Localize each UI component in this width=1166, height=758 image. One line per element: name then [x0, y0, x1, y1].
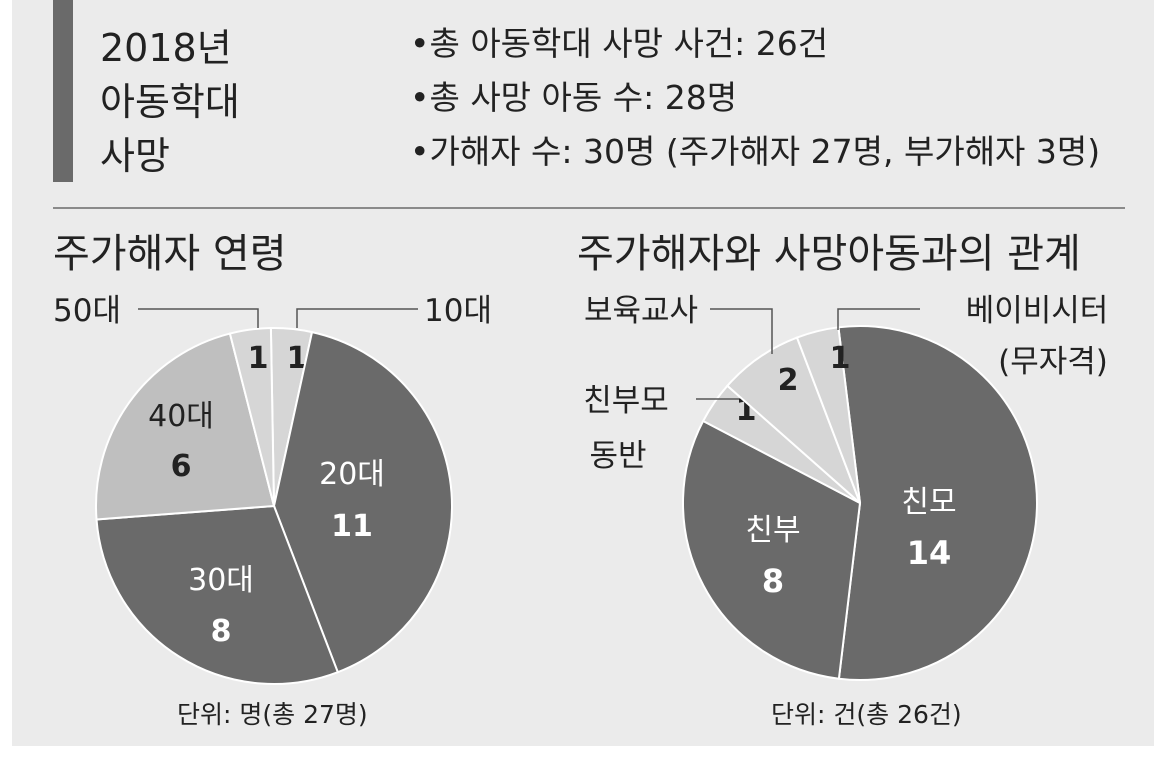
age-slice-value: 1 — [248, 341, 269, 376]
summary-bullet-perpetrators: •가해자 수: 30명 (주가해자 27명, 부가해자 3명) — [410, 132, 1101, 171]
age-chart-unit-note: 단위: 명(총 27명) — [177, 700, 368, 729]
relation-slice-value: 8 — [762, 562, 784, 600]
summary-bullet-children: •총 사망 아동 수: 28명 — [410, 78, 738, 117]
age-leader-line — [296, 308, 418, 328]
age-slice-label: 40대 — [148, 399, 214, 434]
age-pie-slice — [228, 327, 275, 507]
age-slice-value: 6 — [171, 449, 192, 484]
infographic-title-line-2: 아동학대 — [100, 80, 240, 124]
title-accent-bar — [53, 0, 73, 182]
age-chart-title: 주가해자 연령 — [53, 231, 287, 277]
summary-bullet-cases: •총 아동학대 사망 사건: 26건 — [410, 24, 829, 63]
infographic-title-line-1: 2018년 — [100, 26, 232, 70]
infographic-title-line-3: 사망 — [100, 134, 170, 178]
relation-pie-slice — [837, 325, 1038, 681]
age-slice-label: 20대 — [319, 457, 385, 492]
relation-slice-label: 보육교사 — [584, 293, 698, 329]
age-slice-value: 1 — [287, 341, 308, 376]
age-slice-label: 10대 — [424, 293, 492, 329]
relation-leader-line — [710, 308, 773, 354]
relation-slice-label: 동반 — [589, 438, 646, 474]
age-slice-value: 8 — [211, 614, 232, 649]
relation-slice-label: 친모 — [901, 485, 956, 520]
age-leader-line — [138, 308, 259, 328]
relation-chart-title: 주가해자와 사망아동과의 관계 — [577, 231, 1081, 277]
age-pie-slice — [272, 330, 453, 674]
age-slice-value: 11 — [331, 509, 373, 544]
age-pie-slice — [95, 332, 276, 521]
relation-slice-label: 베이비시터 — [966, 293, 1109, 329]
relation-leader-line — [837, 308, 920, 330]
section-divider — [53, 207, 1125, 209]
age-slice-label: 30대 — [188, 563, 254, 598]
relation-slice-label: (무자격) — [998, 344, 1108, 380]
age-slice-label: 50대 — [53, 293, 121, 329]
relation-slice-label: 친부 — [745, 513, 800, 548]
age-pie-slice — [95, 504, 340, 685]
relation-slice-value: 14 — [907, 534, 952, 572]
relation-slice-label: 친부모 — [583, 383, 669, 419]
relation-slice-value: 1 — [830, 341, 851, 376]
relation-chart-unit-note: 단위: 건(총 26건) — [771, 700, 962, 729]
relation-slice-value: 2 — [778, 363, 799, 398]
relation-pie-slice — [682, 419, 862, 680]
